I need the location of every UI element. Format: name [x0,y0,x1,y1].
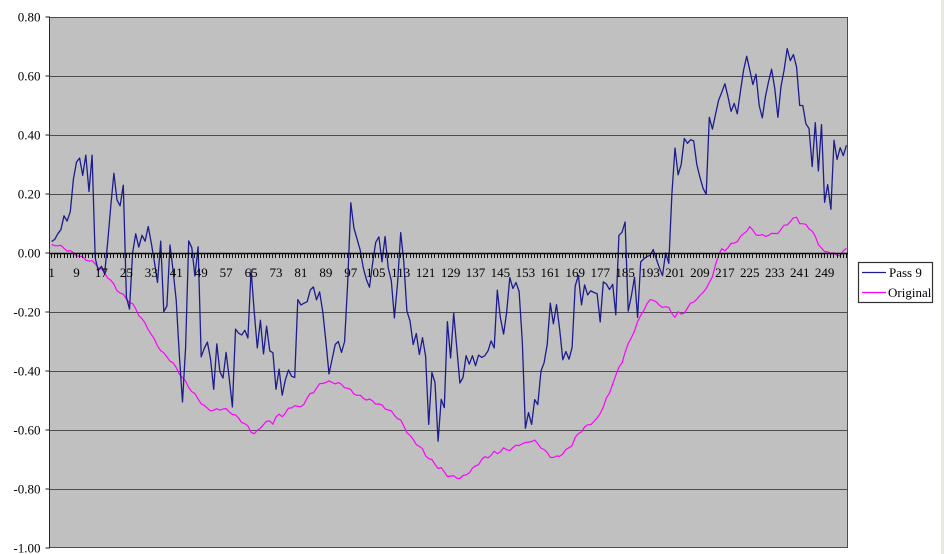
svg-text:-0.60: -0.60 [13,423,40,438]
svg-text:169: 169 [565,265,585,280]
svg-text:1: 1 [48,265,55,280]
svg-text:153: 153 [516,265,536,280]
svg-text:41: 41 [170,265,183,280]
svg-text:137: 137 [466,265,486,280]
svg-text:9: 9 [73,265,80,280]
svg-text:-0.20: -0.20 [13,305,40,320]
svg-text:17: 17 [95,265,109,280]
svg-text:0.80: 0.80 [18,10,41,25]
svg-text:73: 73 [270,265,283,280]
svg-text:25: 25 [120,265,133,280]
svg-text:241: 241 [790,265,810,280]
svg-text:65: 65 [245,265,258,280]
svg-text:0.20: 0.20 [18,187,41,202]
svg-text:233: 233 [765,265,785,280]
svg-text:Original: Original [888,285,932,300]
svg-text:177: 177 [590,265,610,280]
svg-text:209: 209 [690,265,710,280]
svg-text:Pass 9: Pass 9 [889,265,922,280]
svg-text:105: 105 [366,265,386,280]
svg-text:0.40: 0.40 [18,128,41,143]
svg-text:121: 121 [416,265,436,280]
svg-text:81: 81 [294,265,307,280]
svg-text:33: 33 [145,265,158,280]
svg-text:-0.80: -0.80 [13,482,40,497]
svg-text:161: 161 [541,265,561,280]
svg-text:225: 225 [740,265,760,280]
svg-text:113: 113 [391,265,410,280]
svg-text:185: 185 [615,265,635,280]
svg-text:89: 89 [319,265,332,280]
svg-text:249: 249 [815,265,835,280]
svg-text:129: 129 [441,265,461,280]
svg-text:217: 217 [715,265,735,280]
svg-text:-1.00: -1.00 [13,541,40,554]
svg-text:97: 97 [344,265,358,280]
svg-text:49: 49 [195,265,208,280]
svg-text:-0.40: -0.40 [13,364,40,379]
svg-text:193: 193 [640,265,660,280]
svg-text:145: 145 [491,265,511,280]
svg-text:201: 201 [665,265,685,280]
svg-text:0.00: 0.00 [18,246,41,261]
svg-text:57: 57 [220,265,234,280]
svg-text:0.60: 0.60 [18,69,41,84]
